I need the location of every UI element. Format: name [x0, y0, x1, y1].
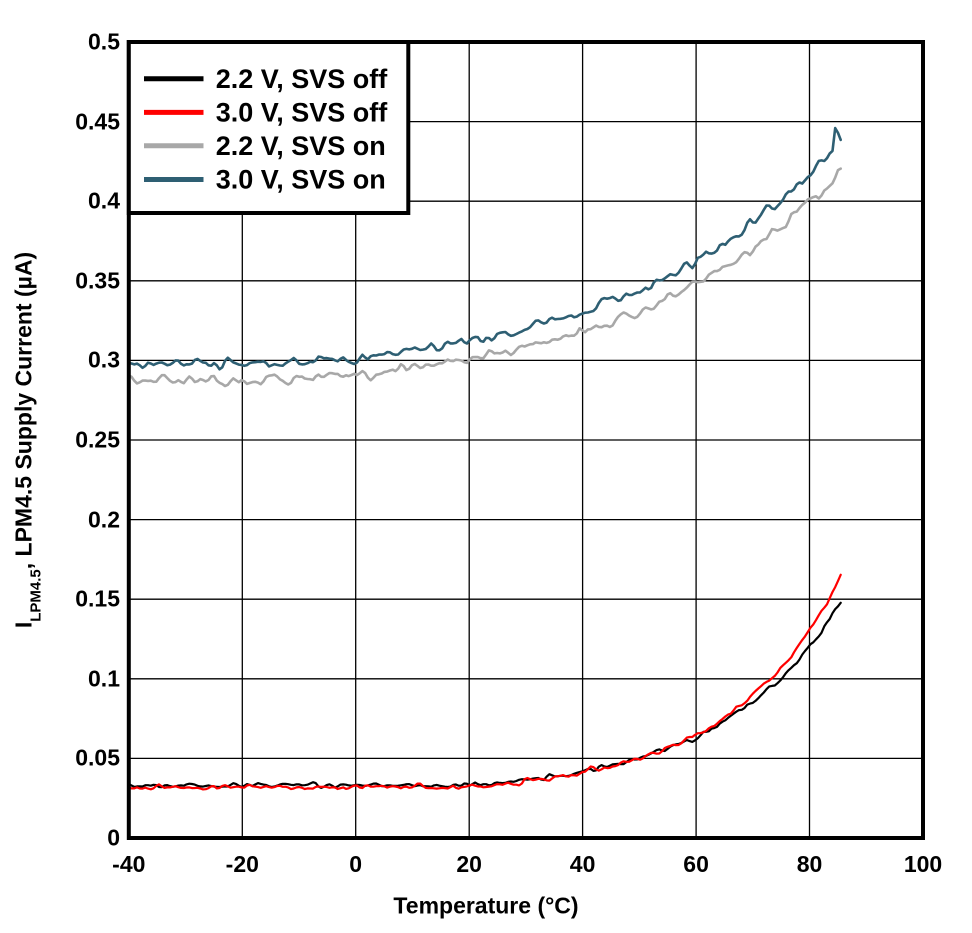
- svg-text:2.2 V, SVS on: 2.2 V, SVS on: [216, 131, 386, 161]
- svg-text:3.0 V, SVS off: 3.0 V, SVS off: [216, 98, 389, 128]
- svg-text:2.2 V, SVS off: 2.2 V, SVS off: [216, 64, 389, 94]
- svg-text:3.0 V, SVS on: 3.0 V, SVS on: [216, 165, 386, 195]
